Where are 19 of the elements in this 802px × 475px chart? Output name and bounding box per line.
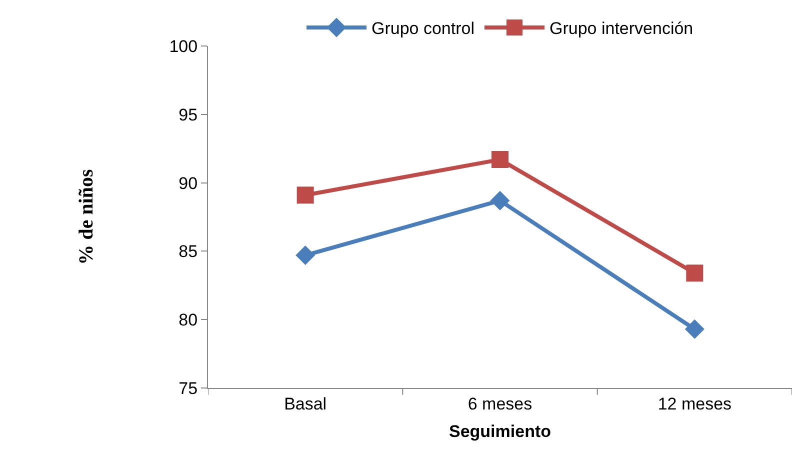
y-axis-title: % de niños	[76, 168, 98, 265]
point	[296, 246, 316, 266]
point	[492, 151, 508, 168]
x-tick-label: 6 meses	[468, 394, 532, 414]
x-tick-label: Basal	[284, 394, 327, 414]
point	[490, 190, 510, 210]
y-tick-label: 80	[178, 310, 198, 330]
y-tick-label: 95	[178, 105, 198, 124]
x-axis-title: Seguimiento	[448, 422, 552, 441]
x-tick-label: 12 meses	[658, 394, 732, 414]
legend-label: Grupo intervención	[550, 19, 694, 38]
point	[296, 186, 314, 204]
y-tick-label: 85	[178, 242, 198, 262]
y-tick-label: 75	[178, 378, 198, 398]
point	[684, 319, 704, 339]
y-tick-label: 90	[178, 174, 198, 193]
point	[686, 264, 704, 282]
y-tick-label: 100	[169, 36, 198, 56]
legend-label: Grupo control	[372, 19, 474, 38]
